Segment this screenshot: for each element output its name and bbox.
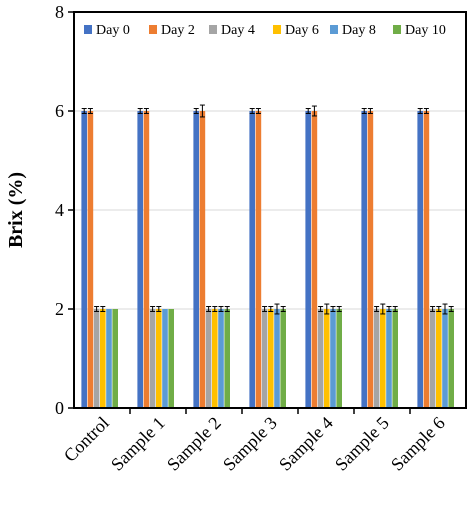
bar: [168, 309, 174, 408]
legend-label: Day 10: [405, 23, 446, 38]
x-category-label: Control: [60, 413, 113, 466]
bar: [305, 111, 311, 408]
bar: [255, 111, 262, 408]
legend-label: Day 6: [285, 23, 319, 38]
y-tick-label: 6: [55, 101, 64, 121]
bar: [417, 111, 423, 408]
bar: [448, 309, 454, 408]
bar: [336, 309, 342, 408]
bar: [367, 111, 374, 408]
bar: [361, 111, 367, 408]
bar: [436, 309, 442, 408]
bar: [218, 309, 224, 408]
bar: [199, 111, 206, 408]
y-tick-label: 2: [55, 299, 64, 319]
bar: [311, 111, 318, 408]
legend-swatch: [393, 25, 401, 34]
bar: [317, 309, 324, 408]
bar: [156, 309, 162, 408]
bar: [249, 111, 255, 408]
bar: [224, 309, 230, 408]
bar: [100, 309, 106, 408]
x-category-label: Sample 2: [163, 413, 225, 475]
legend-label: Day 2: [161, 23, 195, 38]
bars-group: [81, 111, 454, 408]
bar: [81, 111, 87, 408]
legend-swatch: [273, 25, 281, 34]
bar: [205, 309, 212, 408]
bar: [330, 309, 336, 408]
bar: [261, 309, 268, 408]
x-category-label: Sample 6: [387, 413, 449, 475]
x-category-label: Sample 3: [219, 413, 281, 475]
bar: [93, 309, 100, 408]
bar: [274, 309, 280, 408]
legend-label: Day 4: [221, 23, 255, 38]
bar: [268, 309, 274, 408]
legend-swatch: [149, 25, 157, 34]
bar: [137, 111, 143, 408]
legend-label: Day 8: [342, 23, 376, 38]
bar: [112, 309, 118, 408]
y-tick-label: 0: [55, 398, 64, 418]
bar: [280, 309, 286, 408]
bar: [429, 309, 436, 408]
x-category-label: Sample 4: [275, 413, 337, 475]
bar: [380, 309, 386, 408]
bar: [106, 309, 112, 408]
bar: [87, 111, 94, 408]
legend-swatch: [330, 25, 338, 34]
legend-swatch: [209, 25, 217, 34]
legend: Day 0 Day 2 Day 4 Day 6 Day 8 Day 10: [84, 23, 446, 38]
bar: [324, 309, 330, 408]
legend-swatch: [84, 25, 92, 34]
bar: [442, 309, 448, 408]
bar: [392, 309, 398, 408]
bar: [149, 309, 156, 408]
bar: [212, 309, 218, 408]
bar: [193, 111, 199, 408]
y-tick-label: 4: [55, 200, 64, 220]
error-bars-group: [81, 104, 454, 315]
y-axis-title: Brix (%): [5, 172, 27, 248]
bar: [143, 111, 150, 408]
bar: [373, 309, 380, 408]
y-axis-ticks: 0 2 4 6 8: [55, 2, 74, 418]
bar: [386, 309, 392, 408]
bar: [162, 309, 168, 408]
bar: [423, 111, 430, 408]
y-tick-label: 8: [55, 2, 64, 22]
x-category-label: Sample 5: [331, 413, 393, 475]
gridlines: [74, 110, 466, 310]
x-category-label: Sample 1: [107, 413, 169, 475]
legend-label: Day 0: [96, 23, 130, 38]
